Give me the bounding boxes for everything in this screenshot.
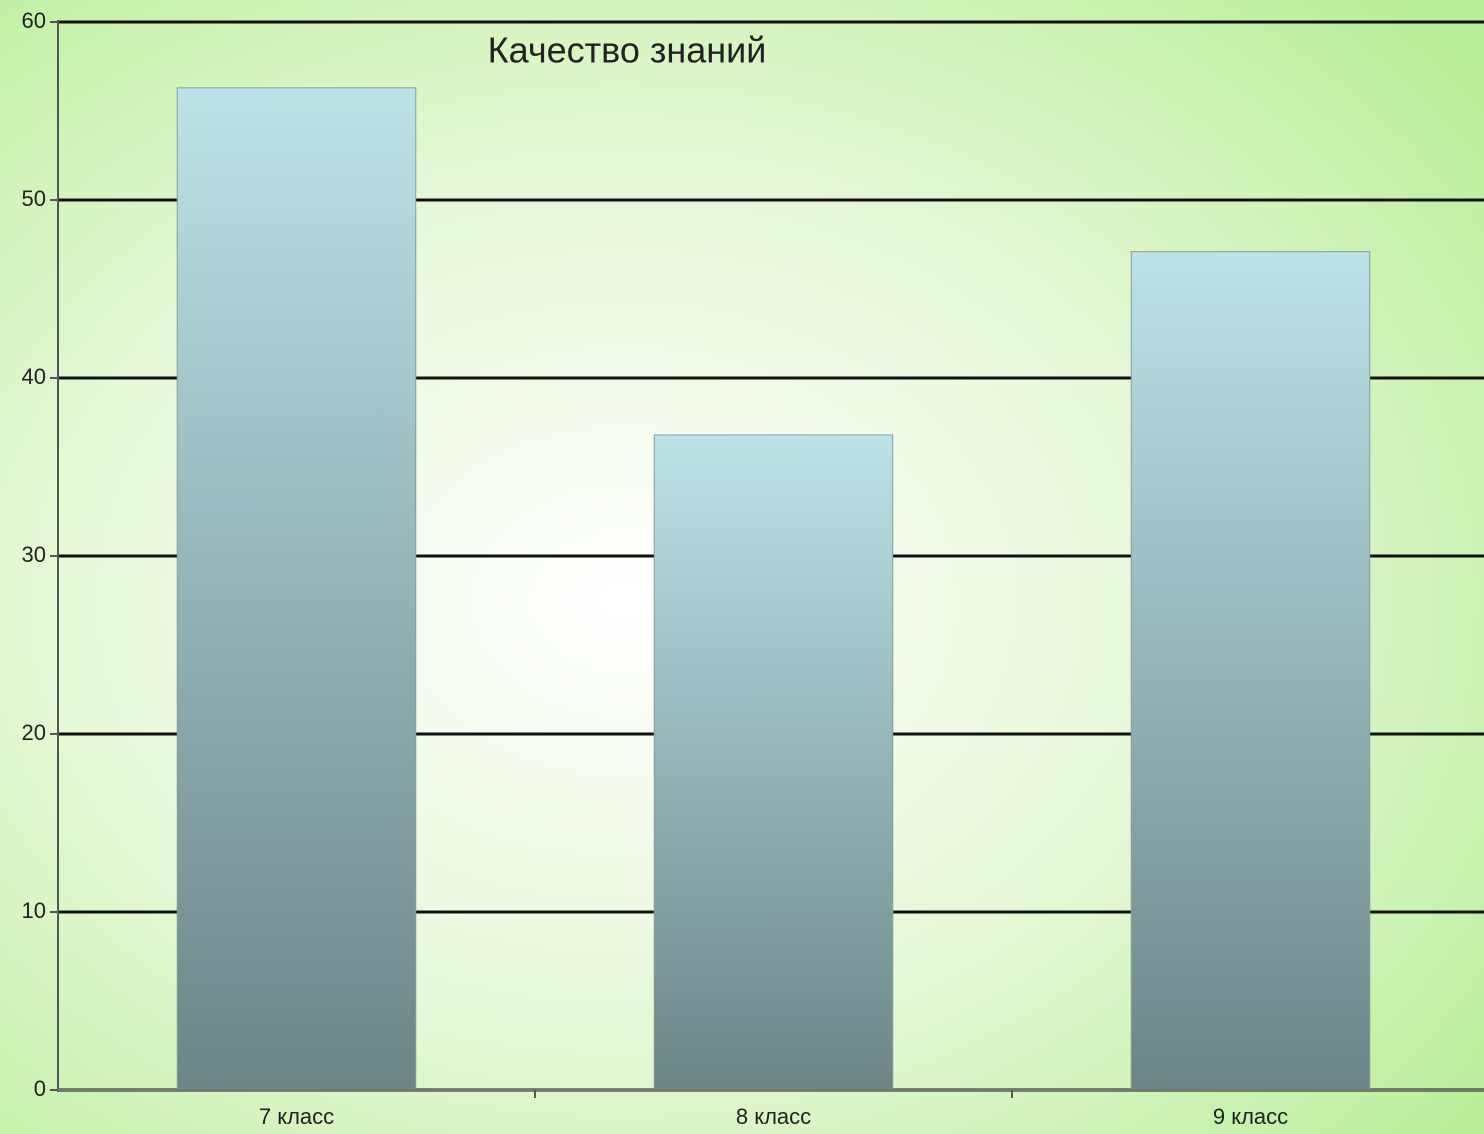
y-tick-label: 0: [34, 1076, 46, 1101]
bar: [1130, 251, 1371, 1091]
chart-title: Качество знаний: [488, 30, 767, 71]
x-tick-label: 8 класс: [736, 1104, 811, 1129]
y-tick-label: 60: [22, 8, 46, 33]
y-tick-label: 40: [22, 364, 46, 389]
y-tick-label: 50: [22, 186, 46, 211]
y-tick-label: 20: [22, 720, 46, 745]
y-tick-label: 10: [22, 898, 46, 923]
bar: [653, 434, 894, 1091]
x-tick-label: 9 класс: [1213, 1104, 1288, 1129]
y-tick-label: 30: [22, 542, 46, 567]
x-tick-label: 7 класс: [259, 1104, 334, 1129]
bar: [176, 87, 417, 1091]
